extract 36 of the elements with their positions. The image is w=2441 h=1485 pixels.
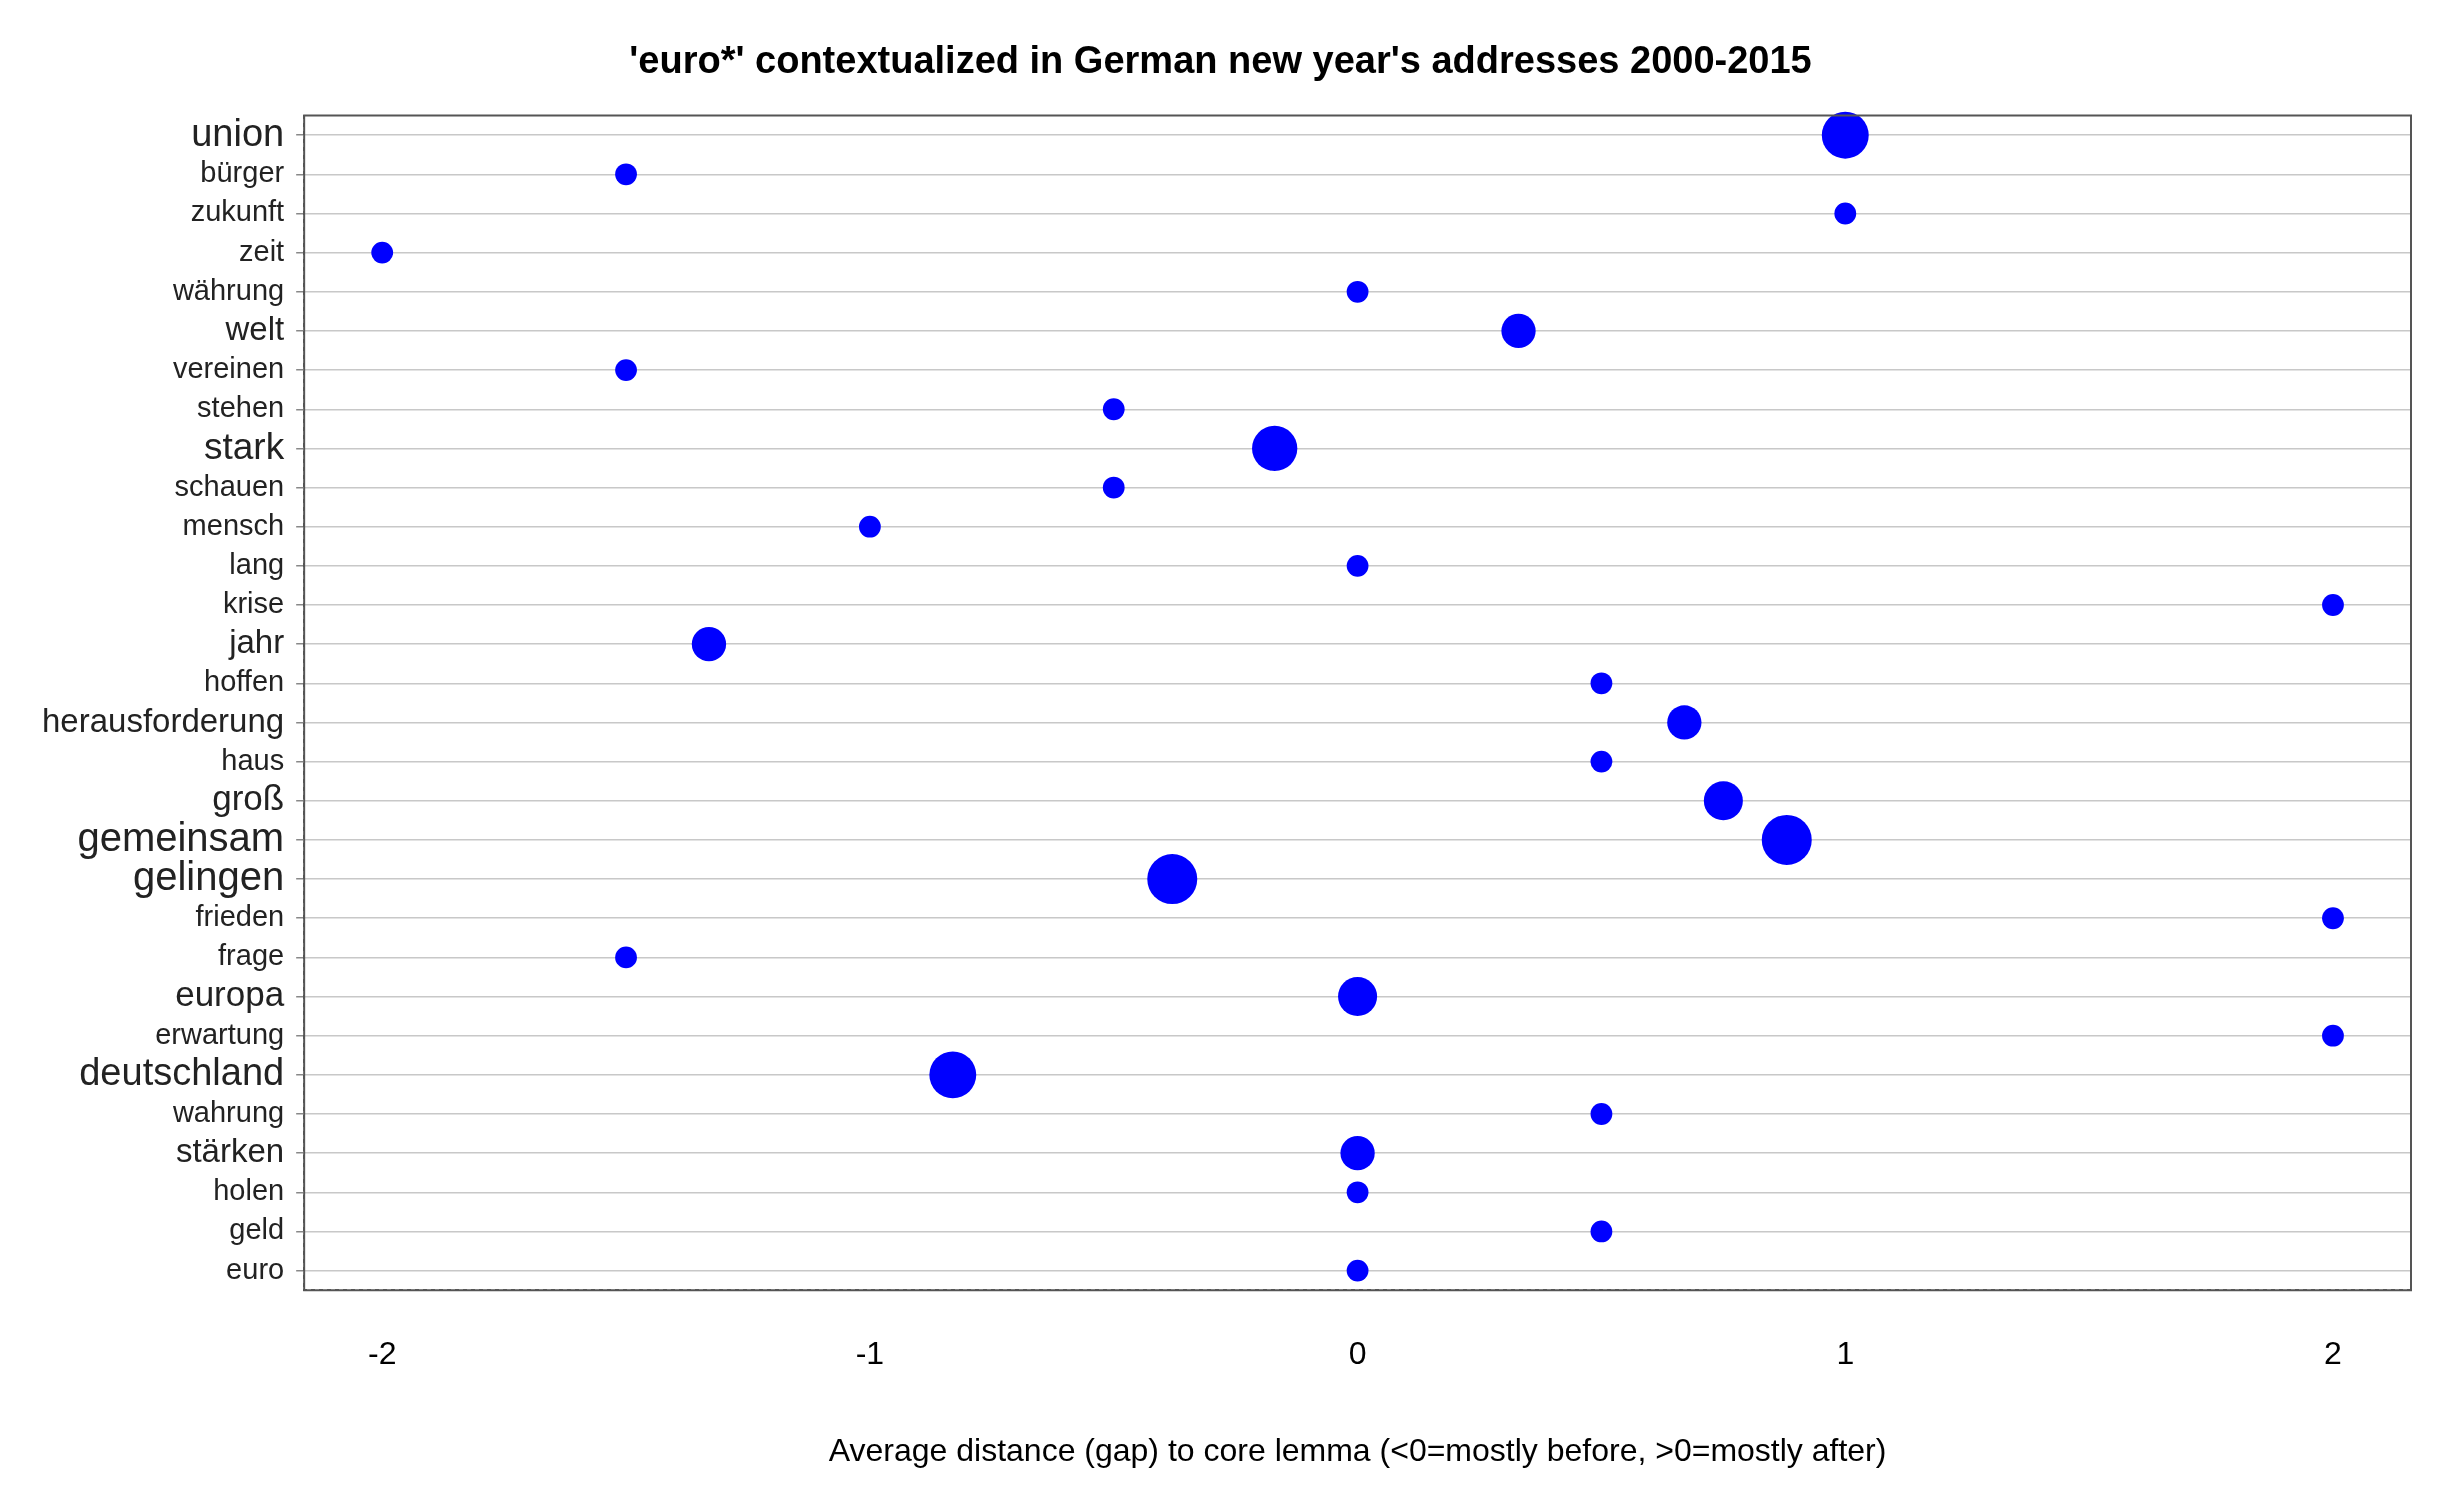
- y-tick-label: wahrung: [171, 1096, 285, 1129]
- y-tick-label: jahr: [228, 623, 285, 661]
- y-tick-label: gelingen: [132, 854, 285, 899]
- y-tick-label: union: [191, 111, 285, 154]
- y-tick-label: zeit: [239, 234, 285, 267]
- x-tick-label: -2: [367, 1335, 397, 1372]
- y-tick-label: europa: [175, 974, 285, 1014]
- x-tick-label: 0: [1348, 1335, 1367, 1372]
- y-tick-label: geld: [229, 1213, 285, 1246]
- y-tick-label: frieden: [195, 900, 285, 933]
- y-tick-label: stehen: [197, 391, 285, 424]
- y-tick-label: stärken: [175, 1132, 285, 1170]
- y-tick-label: bürger: [200, 156, 285, 189]
- y-tick-label: groß: [212, 778, 285, 818]
- y-tick-label: welt: [224, 310, 285, 348]
- y-tick-label: vereinen: [172, 352, 285, 385]
- y-tick-label: euro: [226, 1252, 285, 1285]
- x-tick-label: 1: [1836, 1335, 1855, 1372]
- y-tick-label: lang: [229, 547, 285, 580]
- x-tick-label: 2: [2324, 1335, 2342, 1372]
- y-tick-label: stark: [203, 425, 285, 467]
- y-tick-label: erwartung: [155, 1017, 285, 1050]
- chart-title: 'euro*' contextualized in German new year's addresses 2000-2015: [629, 39, 1812, 82]
- y-tick-label: schauen: [174, 469, 285, 502]
- y-tick-label: herausforderung: [41, 701, 285, 739]
- y-tick-label: währung: [171, 273, 285, 306]
- y-tick-label: holen: [213, 1174, 285, 1207]
- x-axis-title: Average distance (gap) to core lemma (<0=mostly before, >0=mostly after): [828, 1431, 1887, 1468]
- y-tick-label: hoffen: [204, 665, 285, 698]
- y-tick-label: haus: [221, 743, 285, 776]
- y-tick-label: deutschland: [79, 1051, 285, 1094]
- y-tick-label: frage: [218, 939, 285, 972]
- x-tick-label: -1: [855, 1335, 885, 1372]
- y-tick-label: krise: [222, 587, 285, 620]
- y-tick-label: mensch: [182, 508, 285, 541]
- y-tick-label: zukunft: [190, 195, 285, 228]
